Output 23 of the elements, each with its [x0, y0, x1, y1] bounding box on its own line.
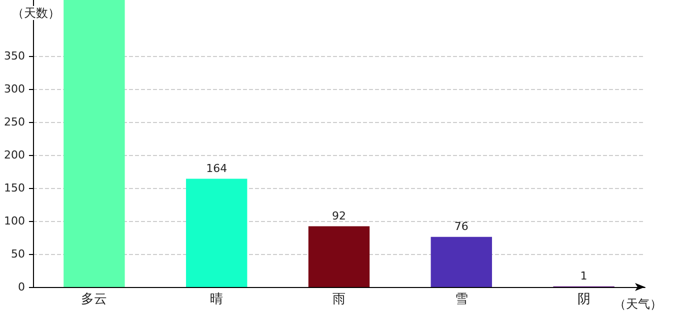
- x-tick-label: 阴: [577, 292, 590, 307]
- x-tick-label: 晴: [210, 292, 224, 307]
- bar: [186, 178, 248, 287]
- y-axis-title: （天数）: [12, 6, 60, 20]
- bar: [430, 236, 492, 287]
- y-tick-label: 300: [4, 82, 25, 96]
- y-tick-label: 200: [4, 148, 25, 162]
- y-tick-label: 150: [4, 182, 25, 195]
- data-label: 76: [454, 220, 468, 233]
- x-axis-title: （天气）: [614, 297, 662, 311]
- data-label: 92: [332, 209, 346, 222]
- bar: [308, 226, 370, 287]
- bar: [64, 0, 125, 287]
- x-tick-label: 多云: [81, 292, 108, 307]
- y-tick-label: 100: [4, 214, 25, 228]
- data-label: 164: [206, 162, 228, 175]
- y-tick-label: 350: [4, 50, 25, 63]
- y-tick-label: 50: [11, 248, 25, 261]
- data-label: 1: [580, 269, 588, 282]
- y-tick-label: 0: [18, 280, 25, 294]
- x-tick-label: 雪: [454, 292, 468, 307]
- x-tick-label: 雨: [332, 292, 346, 307]
- y-tick-label: 250: [4, 116, 25, 129]
